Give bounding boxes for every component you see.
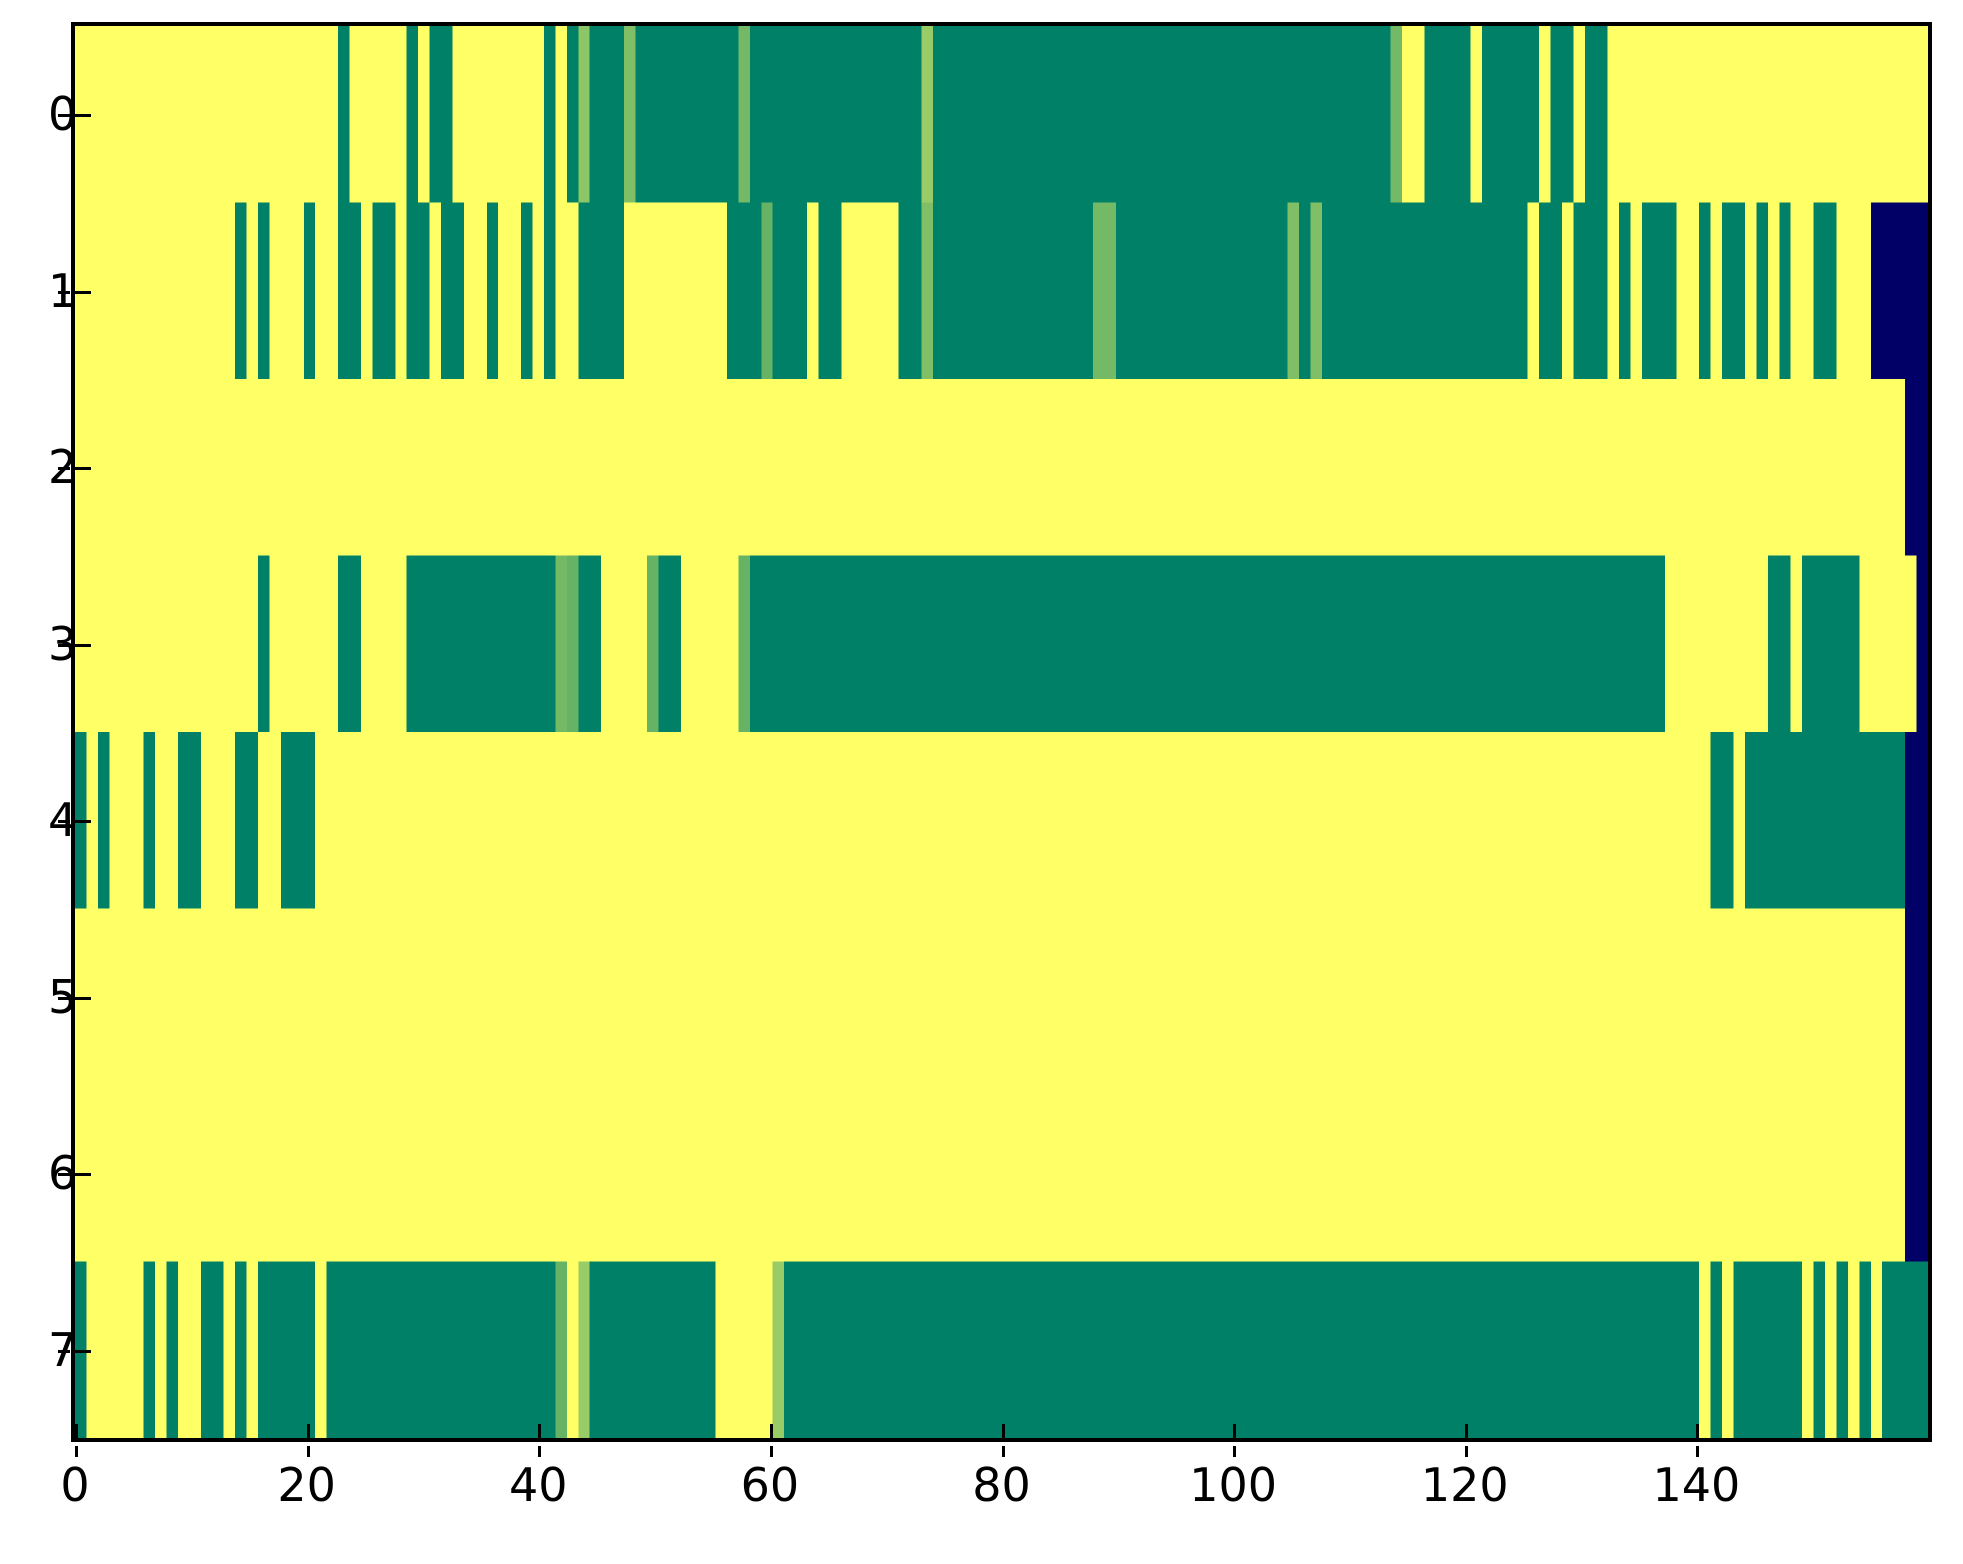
heatmap-axes — [71, 22, 1932, 1442]
heatmap-image — [75, 26, 1928, 1438]
y-tick-label: 3 — [48, 616, 78, 671]
y-tick-mark-outer — [58, 114, 70, 118]
x-tick-label: 40 — [508, 1458, 568, 1512]
y-tick-mark-outer — [58, 643, 70, 647]
x-tick-mark-outer — [1233, 1446, 1237, 1457]
x-tick-label: 80 — [972, 1458, 1031, 1512]
x-tick-mark — [306, 1424, 310, 1438]
y-tick-label: 2 — [48, 440, 78, 495]
y-tick-mark — [75, 1173, 91, 1177]
y-tick-label: 6 — [48, 1146, 78, 1201]
x-tick-mark — [1001, 1424, 1005, 1438]
x-tick-label: 140 — [1652, 1458, 1741, 1512]
x-tick-mark-outer — [1001, 1446, 1005, 1457]
y-tick-mark — [75, 467, 91, 471]
x-tick-mark-outer — [1696, 1446, 1700, 1457]
x-tick-label: 0 — [60, 1458, 90, 1512]
x-tick-mark — [1696, 1424, 1700, 1438]
y-tick-mark-outer — [58, 467, 70, 471]
y-tick-mark — [75, 996, 91, 1000]
y-tick-mark-outer — [58, 820, 70, 824]
y-tick-mark — [75, 820, 91, 824]
x-tick-mark — [1233, 1424, 1237, 1438]
x-tick-mark — [769, 1424, 773, 1438]
x-tick-label: 100 — [1189, 1458, 1278, 1512]
x-tick-mark-outer — [306, 1446, 310, 1457]
y-tick-mark-outer — [58, 1173, 70, 1177]
y-tick-label: 4 — [48, 793, 78, 848]
y-tick-mark — [75, 114, 91, 118]
y-tick-mark — [75, 290, 91, 294]
y-tick-mark-outer — [58, 1349, 70, 1353]
y-tick-mark-outer — [58, 996, 70, 1000]
x-tick-label: 20 — [277, 1458, 336, 1512]
x-tick-mark-outer — [538, 1446, 542, 1457]
y-tick-mark — [75, 643, 91, 647]
x-tick-mark — [538, 1424, 542, 1438]
y-tick-label: 7 — [48, 1322, 78, 1377]
x-tick-mark-outer — [769, 1446, 773, 1457]
y-tick-label: 1 — [48, 263, 78, 318]
x-tick-mark-outer — [75, 1446, 78, 1457]
x-tick-mark — [75, 1424, 78, 1438]
y-tick-label: 5 — [48, 969, 78, 1024]
x-tick-label: 120 — [1420, 1458, 1509, 1512]
y-tick-mark-outer — [58, 290, 70, 294]
y-tick-label: 0 — [48, 87, 78, 142]
x-tick-mark-outer — [1464, 1446, 1468, 1457]
y-tick-mark — [75, 1349, 91, 1353]
x-tick-label: 60 — [740, 1458, 800, 1512]
x-tick-mark — [1464, 1424, 1468, 1438]
